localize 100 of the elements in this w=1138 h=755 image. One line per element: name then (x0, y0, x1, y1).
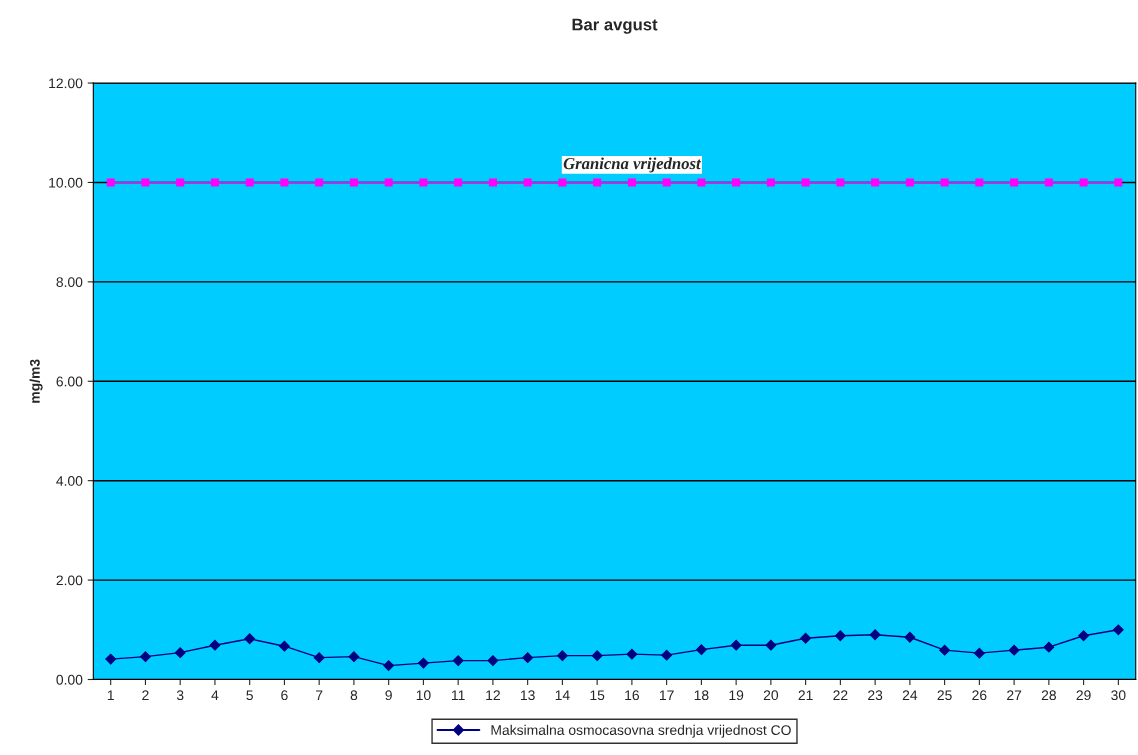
x-tick-label: 3 (176, 690, 184, 701)
y-tick-label: 6.00 (56, 376, 83, 387)
x-tick-label: 6 (281, 690, 288, 701)
point (836, 178, 845, 187)
x-tick-label: 7 (316, 690, 323, 700)
series-label: Granicna vrijednost (563, 157, 702, 173)
x-tick-label: 23 (868, 690, 883, 701)
point (800, 632, 812, 644)
point (626, 648, 638, 660)
x-tick-label: 17 (659, 690, 674, 700)
point (384, 178, 393, 187)
y-tick-label: 0.00 (56, 674, 83, 685)
point (593, 178, 602, 187)
point (280, 178, 289, 187)
point (869, 629, 881, 641)
point (106, 178, 115, 187)
point (662, 178, 671, 187)
point (383, 660, 395, 672)
point (313, 652, 325, 664)
x-tick-label: 2 (142, 690, 149, 700)
point (661, 649, 673, 661)
point (1043, 641, 1055, 653)
y-tick-label: 12.00 (49, 78, 83, 89)
x-tick-label: 26 (972, 690, 987, 701)
y-tick-label: 8.00 (56, 277, 83, 288)
x-tick-label: 11 (452, 690, 465, 700)
point (209, 639, 221, 651)
x-tick-label: 22 (833, 690, 848, 700)
x-tick-label: 10 (416, 690, 431, 701)
point (245, 178, 254, 187)
x-tick-label: 13 (520, 690, 535, 701)
x-tick-label: 14 (555, 690, 570, 700)
point (105, 653, 117, 665)
x-tick-label: 24 (902, 690, 918, 700)
point (278, 640, 290, 652)
legend-label: Maksimalna osmocasovna srednja vrijednost CO (491, 724, 791, 738)
point (348, 651, 360, 663)
point (210, 178, 219, 187)
point (732, 178, 741, 187)
point (801, 178, 810, 187)
x-tick-label: 4 (211, 690, 219, 700)
point (834, 630, 846, 642)
x-tick-label: 9 (385, 690, 392, 701)
x-tick-label: 15 (590, 690, 605, 701)
point (1078, 630, 1090, 642)
point (452, 655, 464, 667)
point (174, 647, 186, 659)
x-tick-label: 21 (798, 690, 813, 700)
point (765, 639, 777, 651)
point (523, 178, 532, 187)
x-tick-label: 28 (1041, 690, 1056, 701)
x-tick-label: 25 (937, 690, 952, 701)
point (349, 178, 358, 187)
point (244, 633, 256, 645)
point (1044, 178, 1053, 187)
point (176, 178, 185, 187)
point (488, 178, 497, 187)
point (454, 178, 463, 187)
x-tick-label: 27 (1007, 690, 1022, 700)
point (419, 178, 428, 187)
point (973, 647, 985, 659)
point (417, 657, 429, 669)
point (766, 178, 775, 187)
point (939, 644, 951, 656)
point (1114, 178, 1123, 187)
point (140, 651, 151, 663)
y-tick-label: 4.00 (56, 476, 83, 486)
point (904, 631, 916, 643)
x-tick-label: 12 (486, 690, 500, 700)
point (1079, 178, 1088, 187)
point (141, 178, 150, 187)
point (871, 178, 880, 187)
y-tick-label: 10.00 (49, 177, 83, 188)
point (695, 644, 707, 656)
x-tick-label: 8 (350, 690, 358, 701)
point (522, 652, 534, 664)
x-tick-label: 5 (246, 690, 253, 701)
point (940, 178, 949, 187)
x-tick-label: 18 (694, 690, 709, 701)
point (697, 178, 706, 187)
x-tick-label: 20 (763, 690, 779, 701)
point (487, 655, 499, 667)
point (905, 178, 914, 187)
point (1112, 624, 1124, 636)
point (556, 650, 568, 662)
point (558, 178, 567, 187)
point (1008, 644, 1020, 656)
x-tick-label: 19 (729, 690, 744, 701)
chart-title: Bar avgust (572, 18, 658, 34)
point (730, 639, 742, 651)
y-tick-label: 2.00 (56, 575, 83, 586)
point (627, 178, 636, 187)
x-tick-label: 29 (1076, 690, 1091, 701)
point (315, 178, 324, 187)
x-tick-label: 1 (107, 690, 114, 700)
point (975, 178, 984, 187)
point (1010, 178, 1019, 187)
x-tick-label: 30 (1111, 690, 1126, 701)
x-tick-label: 16 (625, 690, 640, 701)
point (591, 650, 603, 662)
